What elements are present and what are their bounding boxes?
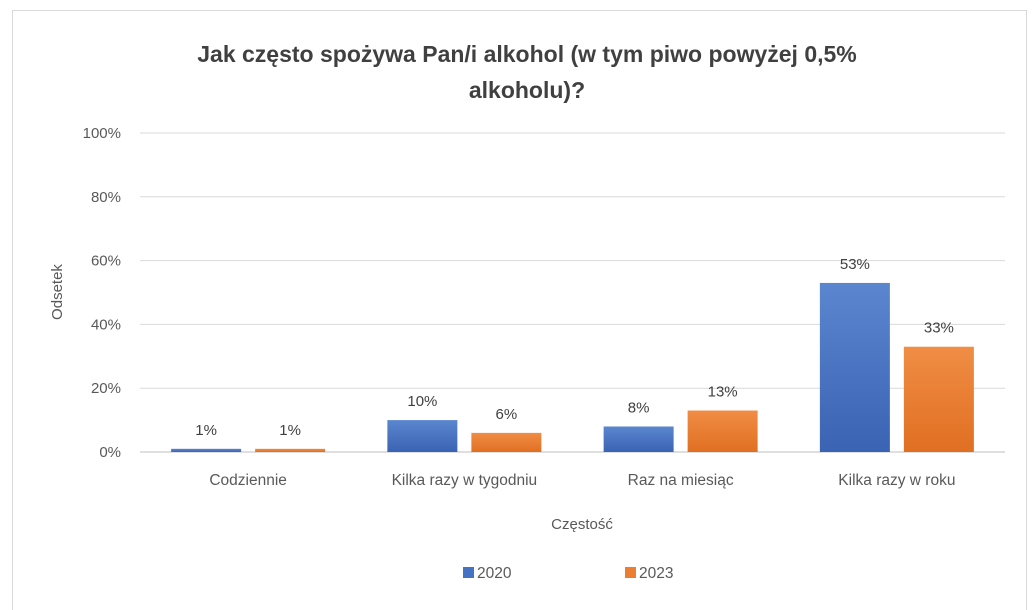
y-axis-title: Odsetek [49, 264, 66, 320]
x-category-label: Kilka razy w tygodniu [392, 472, 538, 489]
chart-title-line-2: alkoholu)? [469, 77, 585, 103]
data-label: 33% [924, 320, 954, 337]
y-tick-label: 20% [91, 380, 121, 397]
x-category-label: Kilka razy w roku [838, 472, 955, 489]
bar-2023 [255, 448, 326, 452]
bar-2023 [471, 432, 542, 452]
data-label: 13% [708, 384, 738, 401]
y-tick-label: 100% [83, 125, 121, 142]
x-category-label: Codziennie [209, 472, 287, 489]
y-tick-label: 0% [99, 444, 121, 461]
bar-2020 [387, 420, 458, 452]
bar-2020 [819, 282, 890, 452]
data-label: 10% [407, 393, 437, 410]
x-axis-categories: Codziennie Kilka razy w tygodniu Raz na mi… [209, 472, 955, 489]
data-label: 8% [628, 399, 650, 416]
chart-frame [12, 10, 1027, 610]
legend: 2020 2023 [463, 565, 673, 582]
bars [171, 282, 974, 452]
y-axis-ticks: 0% 20% 40% 60% 80% 100% [83, 125, 121, 461]
chart-title-line-1: Jak często spożywa Pan/i alkohol (w tym … [197, 41, 857, 67]
legend-swatch [463, 567, 474, 578]
data-label: 6% [496, 406, 518, 423]
bar-2023 [687, 410, 758, 452]
y-tick-label: 60% [91, 253, 121, 270]
bar-2020 [603, 426, 674, 452]
legend-label: 2023 [639, 565, 673, 582]
data-label: 1% [195, 422, 217, 439]
legend-swatch [625, 567, 636, 578]
data-label: 53% [840, 256, 870, 273]
x-axis-title: Częstość [551, 516, 613, 533]
y-tick-label: 40% [91, 316, 121, 333]
bar-2020 [171, 448, 242, 452]
bar-2023 [903, 346, 974, 452]
data-label: 1% [279, 422, 301, 439]
y-tick-label: 80% [91, 189, 121, 206]
data-labels: 1% 1% 10% 6% 8% 13% 53% 33% [195, 256, 954, 439]
x-category-label: Raz na miesiąc [628, 472, 734, 489]
legend-label: 2020 [477, 565, 512, 582]
